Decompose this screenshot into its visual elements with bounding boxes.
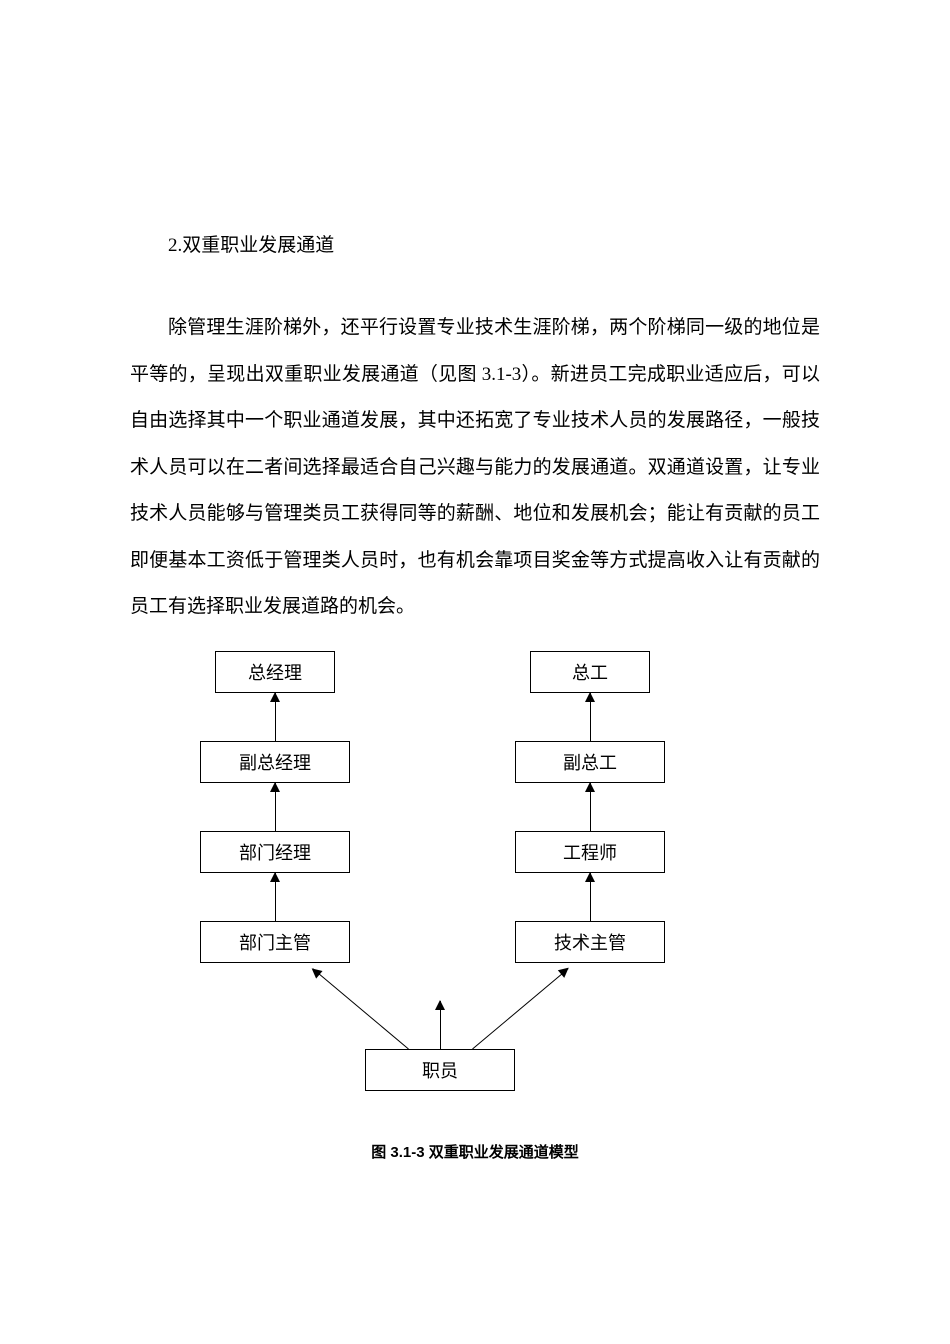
arrow-up-icon (590, 873, 591, 921)
body-paragraph: 除管理生涯阶梯外，还平行设置专业技术生涯阶梯，两个阶梯同一级的地位是平等的，呈现… (130, 305, 820, 631)
arrow-up-icon (275, 783, 276, 831)
document-page: 2.双重职业发展通道 除管理生涯阶梯外，还平行设置专业技术生涯阶梯，两个阶梯同一… (0, 0, 950, 1162)
arrow-diagonal-right-icon (472, 968, 568, 1049)
node-engineer: 工程师 (515, 831, 665, 873)
figure-caption: 图 3.1-3 双重职业发展通道模型 (130, 1141, 820, 1162)
node-technical-supervisor: 技术主管 (515, 921, 665, 963)
arrow-up-icon (275, 873, 276, 921)
node-staff: 职员 (365, 1049, 515, 1091)
arrow-up-icon (275, 693, 276, 741)
arrow-up-icon (440, 1001, 441, 1049)
arrow-up-icon (590, 693, 591, 741)
node-department-supervisor: 部门主管 (200, 921, 350, 963)
arrow-diagonal-left-icon (312, 968, 408, 1049)
arrow-up-icon (590, 783, 591, 831)
section-heading: 2.双重职业发展通道 (130, 230, 820, 257)
node-deputy-chief-engineer: 副总工 (515, 741, 665, 783)
node-chief-engineer: 总工 (530, 651, 650, 693)
node-general-manager: 总经理 (215, 651, 335, 693)
node-department-manager: 部门经理 (200, 831, 350, 873)
dual-career-flowchart: 总经理 副总经理 部门经理 部门主管 总工 副总工 工程师 技术主管 职员 (130, 651, 820, 1111)
node-deputy-general-manager: 副总经理 (200, 741, 350, 783)
